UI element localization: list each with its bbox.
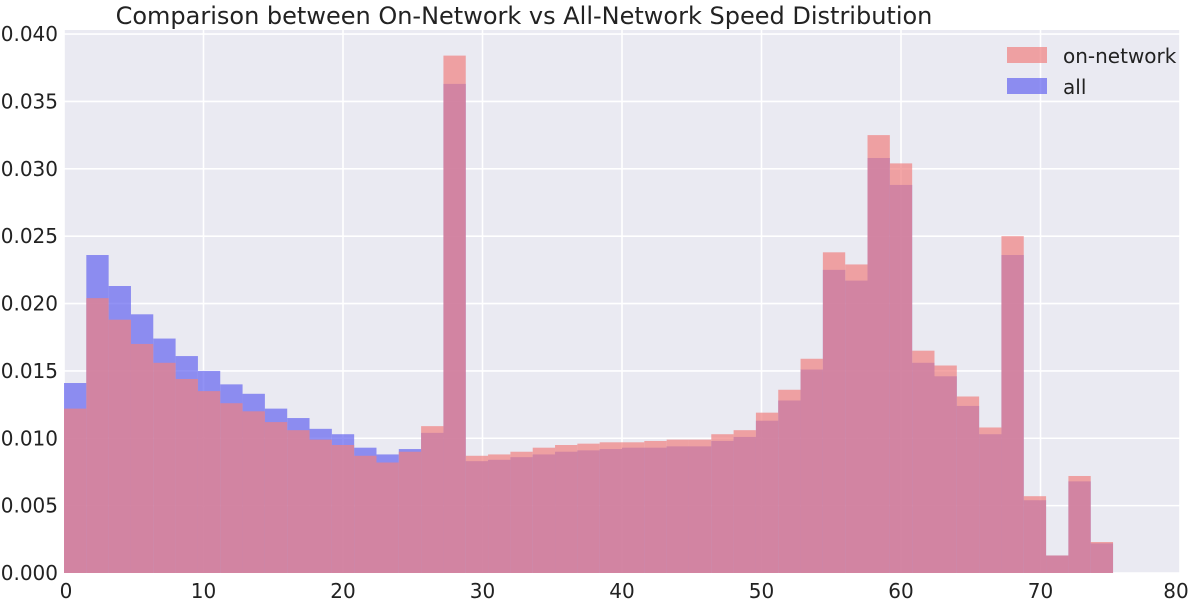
y-tick-label: 0.020 [1,292,58,316]
bar-on-network [867,135,890,573]
bar-on-network [376,462,399,573]
bar-on-network [934,365,957,573]
bar-on-network [64,408,87,573]
bar-on-network [354,455,377,573]
bar-on-network [1068,475,1091,573]
y-tick-label: 0.025 [1,224,58,248]
bar-on-network [822,252,846,573]
bar-on-network [1001,236,1024,573]
bar-on-network [666,439,689,573]
y-tick-label: 0.005 [1,494,58,518]
x-tick-label: 0 [60,579,73,603]
series-on-network-bars [64,55,1114,574]
bar-on-network [644,440,667,573]
bar-on-network [242,411,265,573]
x-tick-label: 60 [888,579,913,603]
x-axis-ticks: 0 10 20 30 40 50 60 70 80 [60,579,1189,603]
legend-label-all: all [1063,75,1086,99]
legend: on-network all [1007,44,1177,99]
y-tick-label: 0.030 [1,157,58,181]
bar-on-network [175,378,198,573]
bar-on-network [1046,555,1069,573]
bar-on-network [1023,496,1047,573]
bar-on-network [688,439,712,573]
y-tick-label: 0.015 [1,359,58,383]
bar-on-network [577,443,600,573]
bar-on-network [197,391,221,573]
bar-on-network [1090,542,1114,573]
x-tick-label: 20 [330,579,355,603]
bar-on-network [488,454,511,573]
bar-on-network [800,358,823,573]
bar-on-network [755,412,779,573]
bar-on-network [108,319,131,573]
y-tick-label: 0.000 [1,561,58,585]
bar-on-network [443,55,466,574]
chart-title: Comparison between On-Network vs All-Net… [116,2,933,30]
bar-on-network [421,426,444,573]
y-tick-label: 0.035 [1,89,58,113]
y-tick-label: 0.040 [1,22,58,46]
bar-on-network [555,444,578,573]
y-axis-ticks: 0.000 0.005 0.010 0.015 0.020 0.025 0.030 0.035… [1,22,58,585]
x-tick-label: 10 [191,579,216,603]
x-tick-label: 50 [749,579,774,603]
bar-on-network [778,389,801,573]
legend-label-on-network: on-network [1063,44,1177,68]
bar-on-network [912,350,935,573]
bar-on-network [287,430,310,573]
bar-on-network [733,430,756,573]
y-tick-label: 0.010 [1,426,58,450]
bar-on-network [510,451,533,573]
bar-on-network [86,298,109,573]
bar-on-network [309,439,332,573]
bar-on-network [532,447,556,573]
bar-on-network [465,455,489,573]
x-tick-label: 80 [1163,579,1188,603]
x-tick-label: 40 [609,579,634,603]
bar-on-network [889,163,913,573]
bar-on-network [398,451,422,573]
bar-on-network [153,362,176,573]
bar-on-network [130,343,154,573]
bar-on-network [264,422,288,573]
bar-on-network [220,403,243,573]
bar-on-network [331,444,355,573]
legend-swatch-all [1007,78,1047,94]
bar-on-network [979,427,1002,573]
bar-on-network [845,264,868,573]
x-tick-label: 70 [1028,579,1053,603]
x-tick-label: 30 [470,579,495,603]
bar-on-network [599,442,622,573]
legend-swatch-on-network [1007,47,1047,63]
bar-on-network [622,442,645,573]
bar-on-network [711,434,734,573]
bar-on-network [956,396,980,573]
